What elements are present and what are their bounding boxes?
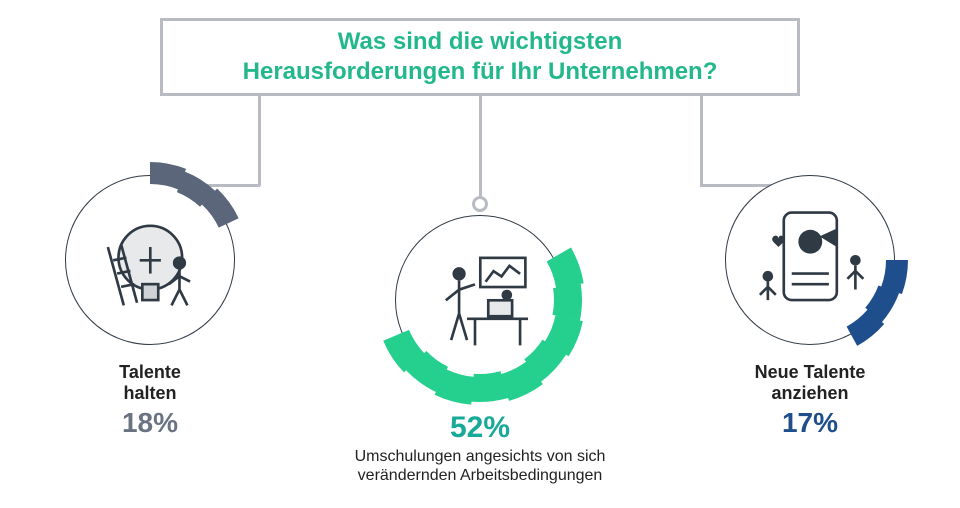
title-line1: Was sind die wichtigsten [338, 28, 622, 55]
bulb-illustration [84, 194, 217, 327]
item-label: Neue Talente anziehen [712, 362, 908, 403]
connector-right-v [700, 96, 703, 186]
percent-value: 18% [52, 407, 248, 439]
desk-illustration [414, 234, 547, 367]
item-label: Talente halten [52, 362, 248, 403]
donut-attract: Neue Talente anziehen 17% [712, 162, 908, 439]
title-text: Was sind die wichtigsten Herausforderung… [243, 27, 718, 87]
percent-value: 52% [375, 411, 585, 445]
title-line2: Herausforderungen für Ihr Unternehmen? [243, 58, 718, 85]
phone-illustration [744, 194, 877, 327]
title-box: Was sind die wichtigsten Herausforderung… [160, 18, 800, 96]
item-sublabel: Umschulungen angesichts von sich verände… [300, 447, 660, 485]
connector-left-v [258, 96, 261, 186]
connector-mid-v [479, 96, 482, 198]
donut-reskill: 52%Umschulungen angesichts von sich verä… [375, 195, 585, 485]
donut-retain: Talente halten 18% [52, 162, 248, 439]
percent-value: 17% [712, 407, 908, 439]
